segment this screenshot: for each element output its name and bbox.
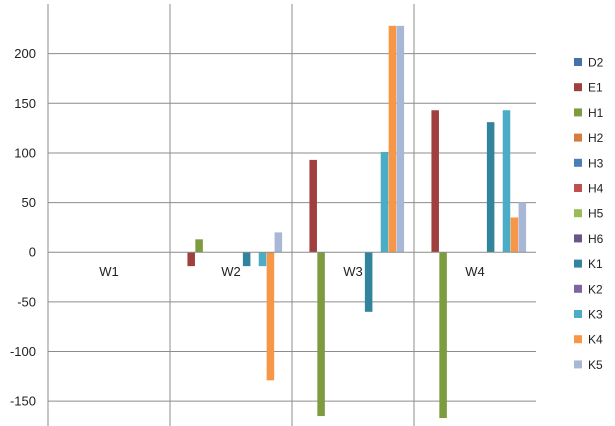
bars xyxy=(187,25,527,419)
bar-k5-w2 xyxy=(274,232,283,253)
legend-label-h5: H5 xyxy=(588,207,604,221)
y-tick-label: -100 xyxy=(10,344,36,359)
x-axis: W1 W2 W3 W4 xyxy=(48,251,536,279)
legend-swatch-e1 xyxy=(574,83,582,92)
legend-label-h3: H3 xyxy=(588,156,604,170)
y-tick-label: 0 xyxy=(29,245,36,260)
category-label: W4 xyxy=(465,264,485,279)
y-tick-label: 150 xyxy=(14,96,36,111)
legend-label-h2: H2 xyxy=(588,131,604,145)
legend-swatch-h4 xyxy=(574,184,582,192)
bar-k5-w3 xyxy=(396,25,405,253)
legend-swatch-k2 xyxy=(574,284,582,293)
legend-label-k2: K2 xyxy=(588,282,603,296)
legend-swatch-k4 xyxy=(574,335,582,344)
bar-k3-w4 xyxy=(502,110,511,253)
legend-label-d2: D2 xyxy=(588,56,604,70)
bar-e1-w4 xyxy=(431,110,439,253)
legend-swatch-d2 xyxy=(574,58,582,66)
category-label: W1 xyxy=(99,264,119,279)
bar-h1-w4 xyxy=(439,252,447,419)
bar-k1-w4 xyxy=(486,122,495,253)
legend-label-k1: K1 xyxy=(588,257,603,271)
legend-swatch-h2 xyxy=(574,133,582,142)
y-axis: -150 -100 -50 0 50 100 150 200 xyxy=(10,4,49,426)
y-tick-label: 100 xyxy=(14,145,36,160)
legend-label-k3: K3 xyxy=(588,308,603,322)
legend-swatch-k5 xyxy=(574,360,582,369)
legend-label-h1: H1 xyxy=(588,106,604,120)
legend-label-e1: E1 xyxy=(588,81,603,95)
bar-k3-w2 xyxy=(258,252,267,267)
legend-swatch-h3 xyxy=(574,158,582,167)
legend-swatch-k3 xyxy=(574,310,582,318)
category-separators xyxy=(169,4,415,426)
legend-swatch-k1 xyxy=(574,259,582,268)
legend-label-h4: H4 xyxy=(588,182,604,196)
legend-label-h6: H6 xyxy=(588,232,604,246)
y-tick-label: 200 xyxy=(14,46,36,61)
bar-e1-w2 xyxy=(187,252,195,267)
legend-swatch-h5 xyxy=(574,209,582,218)
bar-k4-w2 xyxy=(266,252,275,381)
bar-k5-w4 xyxy=(518,202,527,253)
bar-k4-w4 xyxy=(510,217,519,253)
legend-swatch-h6 xyxy=(574,234,582,243)
legend-label-k5: K5 xyxy=(588,358,603,372)
legend-swatch-h1 xyxy=(574,108,582,117)
bar-k1-w2 xyxy=(242,252,251,267)
bar-e1-w3 xyxy=(309,159,317,253)
y-tick-label: -150 xyxy=(10,394,36,409)
y-tick-label: 50 xyxy=(22,195,36,210)
bar-k3-w3 xyxy=(380,151,389,253)
legend-label-k4: K4 xyxy=(588,333,603,347)
bar-h1-w3 xyxy=(317,252,325,417)
category-label: W3 xyxy=(343,264,363,279)
bar-h1-w2 xyxy=(195,239,203,253)
legend: D2 E1 H1 H2 H3 H4 H5 H6 K1 K2 K3 K4 K5 xyxy=(574,56,604,372)
bar-k4-w3 xyxy=(388,25,397,253)
category-label: W2 xyxy=(221,264,241,279)
y-tick-label: -50 xyxy=(17,294,36,309)
bar-k1-w3 xyxy=(364,252,373,312)
